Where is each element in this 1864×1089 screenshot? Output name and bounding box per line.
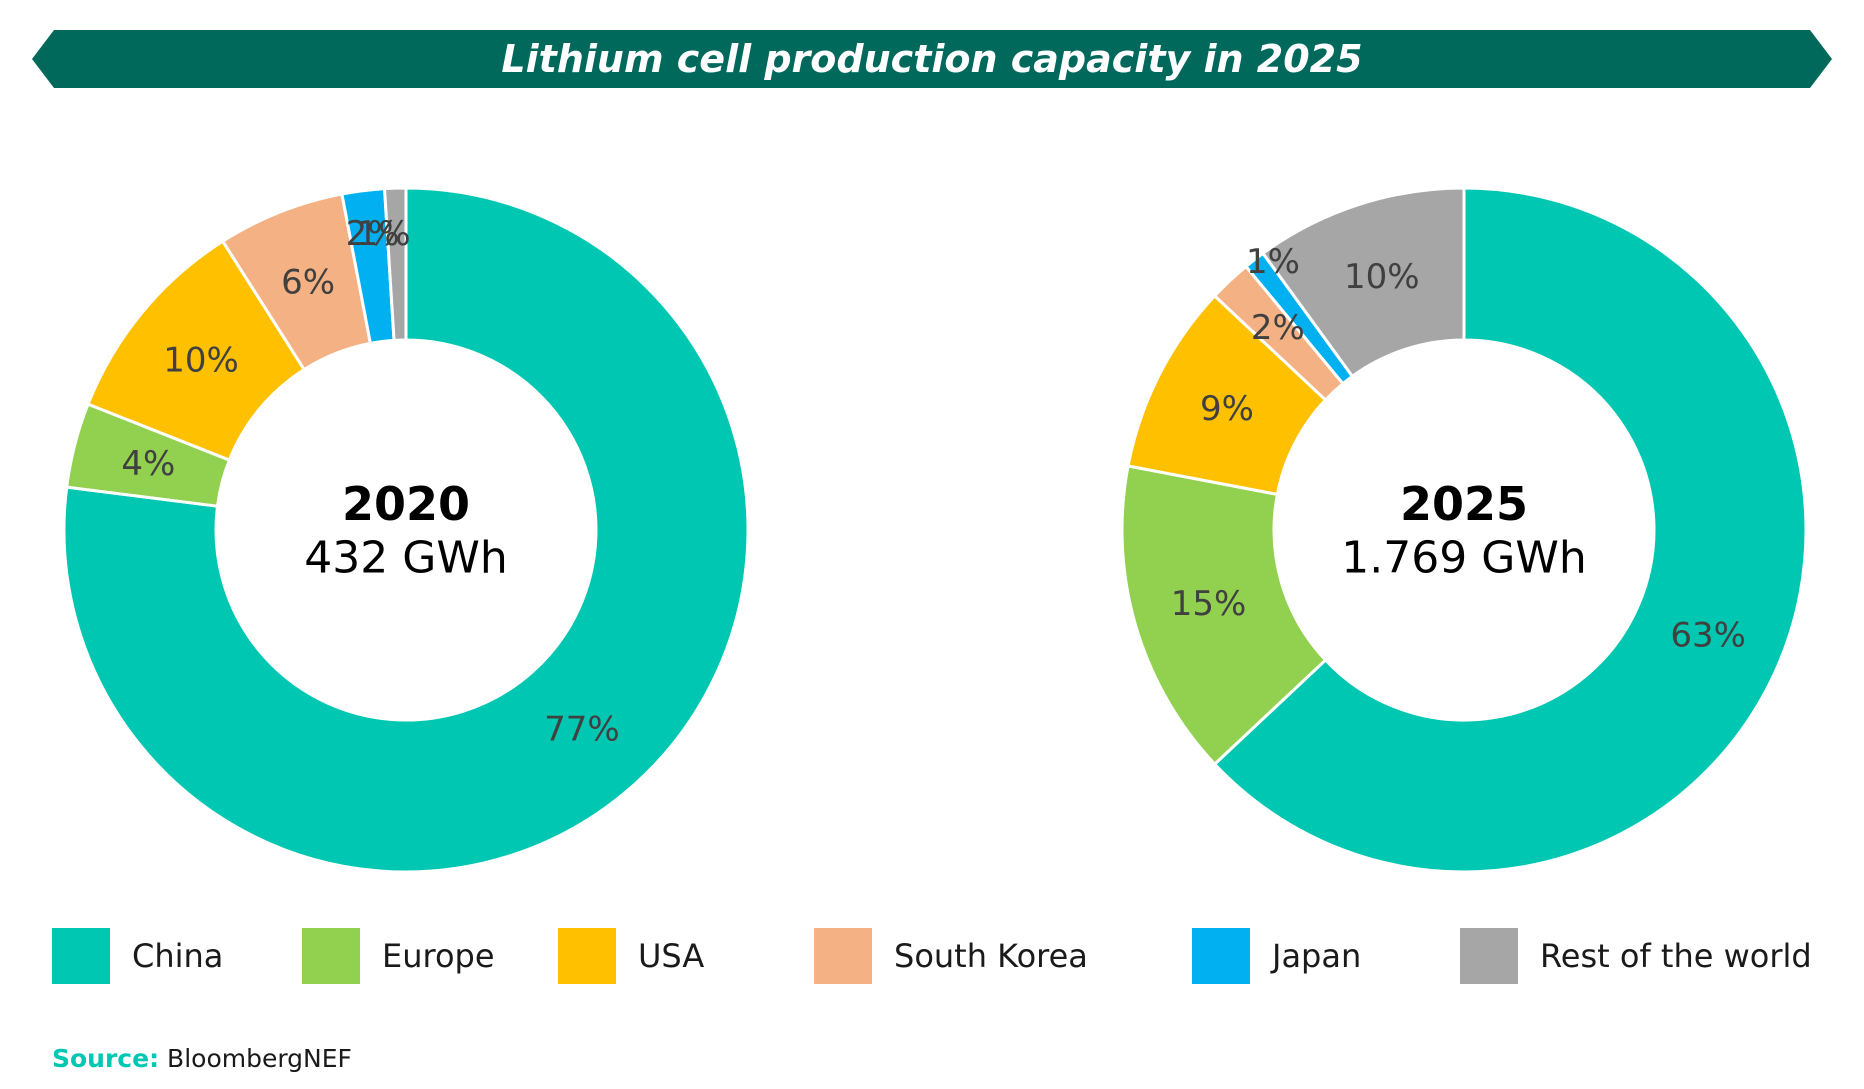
- slice-rest-of-the-world: [382, 186, 408, 342]
- legend-item-japan: Japan: [1192, 928, 1361, 984]
- data-label-europe: 4%: [121, 444, 175, 484]
- slice-china: [62, 186, 750, 874]
- data-label-europe: 15%: [1171, 584, 1247, 624]
- legend-swatch-rest-of-world: [1460, 928, 1518, 984]
- legend-label: Japan: [1272, 937, 1362, 975]
- data-label-usa: 9%: [1200, 389, 1254, 429]
- center-capacity: 432 GWh: [304, 533, 507, 584]
- center-year: 2025: [1400, 477, 1528, 531]
- source-text: BloombergNEF: [167, 1044, 352, 1073]
- legend-label: Rest of the world: [1540, 937, 1812, 975]
- data-label-rest-of-the-world: 10%: [1344, 257, 1420, 297]
- legend-swatch-usa: [558, 928, 616, 984]
- data-label-china: 63%: [1670, 616, 1746, 656]
- legend-label: South Korea: [894, 937, 1088, 975]
- data-label-south-korea: 2%: [1251, 308, 1305, 348]
- legend: China Europe USA South Korea Japan Rest …: [0, 928, 1864, 988]
- slice-rest-of-the-world: [1260, 186, 1466, 379]
- data-label-china: 77%: [544, 710, 620, 750]
- legend-item-rest-of-world: Rest of the world: [1460, 928, 1812, 984]
- data-label-usa: 10%: [163, 340, 239, 380]
- center-year: 2020: [342, 477, 470, 531]
- center-capacity: 1.769 GWh: [1341, 533, 1586, 584]
- legend-swatch-china: [52, 928, 110, 984]
- chart-title: Lithium cell production capacity in 2025: [501, 37, 1363, 81]
- legend-item-europe: Europe: [302, 928, 495, 984]
- legend-item-south-korea: South Korea: [814, 928, 1088, 984]
- data-label-rest-of-the-world: 1%: [357, 214, 411, 254]
- data-label-japan: 1%: [1246, 242, 1300, 282]
- legend-label: China: [132, 937, 224, 975]
- source-label: Source:: [52, 1044, 160, 1073]
- data-label-south-korea: 6%: [281, 263, 335, 303]
- legend-label: Europe: [382, 937, 495, 975]
- data-label-japan: 2%: [346, 214, 400, 254]
- legend-item-china: China: [52, 928, 223, 984]
- legend-item-usa: USA: [558, 928, 704, 984]
- source-note: Source: BloombergNEF: [52, 1044, 352, 1073]
- legend-swatch-japan: [1192, 928, 1250, 984]
- legend-swatch-europe: [302, 928, 360, 984]
- legend-label: USA: [638, 937, 705, 975]
- legend-swatch-south-korea: [814, 928, 872, 984]
- slice-europe: [1120, 464, 1328, 767]
- title-banner-shape: [32, 30, 1832, 88]
- title-banner: [32, 30, 1832, 88]
- slice-china: [1212, 186, 1808, 874]
